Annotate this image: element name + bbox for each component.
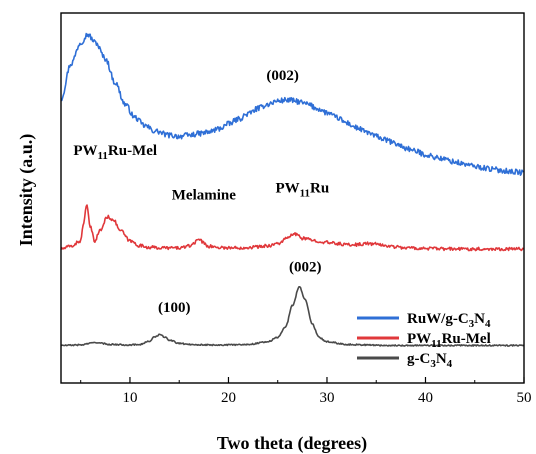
annotation-002_top: (002)	[266, 68, 299, 84]
x-axis-ticks: 10 20 30 40 50	[80, 377, 532, 406]
annotation-pw11ru-part: PW	[275, 181, 299, 197]
legend-label-2-part: Ru-Mel	[442, 331, 491, 347]
plot-frame	[60, 12, 525, 384]
annotation-melamine: Melamine	[172, 188, 236, 204]
series-line-3	[60, 285, 525, 347]
x-tick-label: 50	[517, 390, 532, 406]
legend-label-2-part: PW	[407, 331, 431, 347]
legend-label-1-part: 4	[485, 318, 491, 330]
annotation-melamine-part: Melamine	[172, 188, 236, 204]
annotation-002_top-part: (002)	[266, 68, 299, 84]
legend-label-2-part: 11	[431, 338, 441, 350]
legend-label-1-part: 3	[469, 318, 475, 330]
series-layer	[60, 32, 525, 347]
annotation-002_bottom: (002)	[289, 259, 322, 275]
x-axis-title: Two theta (degrees)	[217, 433, 367, 454]
annotation-pw11ru-part: Ru	[310, 181, 329, 197]
legend-label-1-part: RuW/g-C	[407, 311, 469, 327]
legend-label-2: PW11Ru-Mel	[407, 331, 491, 350]
annotation-pw11ru_mel-part: Ru-Mel	[108, 143, 157, 159]
y-axis-title: Intensity (a.u.)	[16, 134, 37, 247]
series-line-2	[60, 204, 525, 252]
x-tick-label: 30	[319, 390, 334, 406]
annotation-pw11ru-part: 11	[300, 188, 310, 200]
annotation-002_bottom-part: (002)	[289, 259, 322, 275]
x-tick-label: 20	[221, 390, 236, 406]
annotation-pw11ru_mel-part: 11	[97, 150, 107, 162]
annotation-pw11ru_mel-part: PW	[73, 143, 97, 159]
x-tick-label: 10	[122, 390, 137, 406]
legend-label-3: g-C3N4	[407, 351, 453, 370]
series-line-1	[60, 32, 524, 176]
annotation-pw11ru_mel: PW11Ru-Mel	[73, 143, 157, 162]
annotation-100: (100)	[158, 300, 191, 316]
legend-label-1-part: N	[474, 311, 485, 327]
legend-label-3-part: 3	[430, 358, 436, 370]
legend-label-3-part: g-C	[407, 351, 430, 367]
annotation-pw11ru: PW11Ru	[275, 181, 329, 200]
x-tick-label: 40	[418, 390, 433, 406]
legend-label-1: RuW/g-C3N4	[407, 311, 491, 330]
annotation-100-part: (100)	[158, 300, 191, 316]
legend-label-3-part: 4	[447, 358, 453, 370]
legend-label-3-part: N	[436, 351, 447, 367]
